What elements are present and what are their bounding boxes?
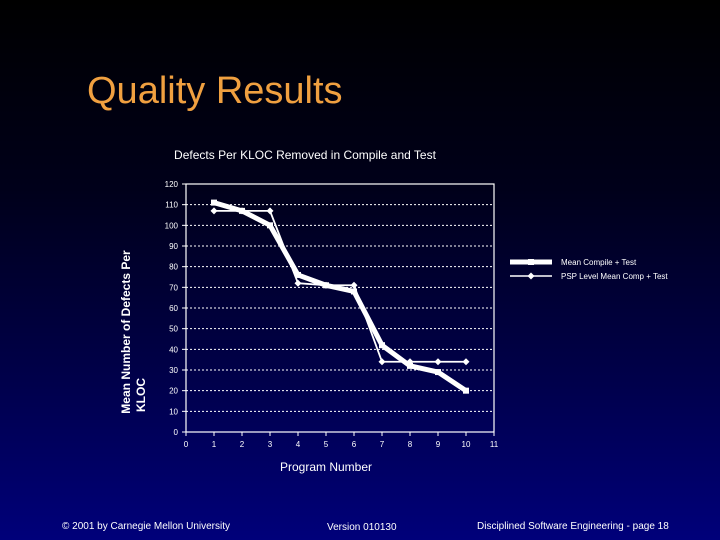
y-tick-label: 60 (169, 304, 178, 313)
x-tick-label: 2 (240, 440, 245, 449)
data-point (238, 207, 246, 215)
y-tick-label: 40 (169, 345, 178, 354)
data-point (322, 281, 330, 289)
data-point (462, 358, 470, 366)
x-tick-label: 6 (352, 440, 357, 449)
series-line (213, 200, 468, 393)
data-point (379, 342, 385, 349)
chart-axes (182, 183, 495, 436)
y-tick-label: 90 (169, 242, 178, 251)
data-point (435, 369, 441, 376)
tick-labels: 0 10 20 30 40 50 60 70 80 90 100 110 120 0 1 2 3 4 5 6 7 8 9 10… (165, 180, 499, 449)
y-tick-label: 120 (165, 180, 179, 189)
y-axis-label-line2: KLOC (134, 378, 148, 412)
x-tick-label: 1 (212, 440, 217, 449)
legend-label: Mean Compile + Test (561, 258, 637, 267)
y-tick-label: 10 (169, 407, 178, 416)
x-tick-label: 9 (436, 440, 441, 449)
legend-label: PSP Level Mean Comp + Test (561, 272, 668, 281)
y-axis-label: Mean Number of Defects Per (119, 250, 133, 414)
data-point (407, 362, 413, 369)
y-tick-label: 70 (169, 283, 178, 292)
x-tick-label: 10 (462, 440, 471, 449)
x-tick-label: 8 (408, 440, 413, 449)
y-tick-label: 30 (169, 366, 178, 375)
chart-legend: Mean Compile + Test PSP Level Mean Comp +… (510, 258, 668, 281)
chart-title: Defects Per KLOC Removed in Compile and … (174, 148, 436, 162)
x-axis-label: Program Number (280, 460, 372, 474)
x-tick-label: 3 (268, 440, 273, 449)
y-tick-label: 20 (169, 387, 178, 396)
chart-grid (186, 183, 494, 433)
legend-marker (528, 259, 534, 265)
y-tick-label: 110 (165, 201, 178, 210)
data-point (350, 281, 358, 289)
x-tick-label: 5 (324, 440, 329, 449)
data-point (266, 207, 274, 215)
slide-title: Quality Results (87, 70, 343, 112)
series-line (214, 209, 466, 363)
footer-version: Version 010130 (327, 522, 397, 533)
data-point (406, 358, 414, 366)
data-point (295, 271, 301, 278)
footer-copyright: © 2001 by Carnegie Mellon University (62, 521, 231, 532)
y-tick-label: 0 (174, 428, 179, 437)
data-point (351, 288, 357, 295)
x-tick-label: 7 (380, 440, 385, 449)
x-tick-label: 0 (184, 440, 189, 449)
y-tick-label: 80 (169, 263, 178, 272)
legend-marker (527, 272, 535, 280)
data-point (210, 207, 218, 215)
data-point (267, 222, 273, 229)
y-tick-label: 100 (165, 221, 179, 230)
chart-series (210, 199, 470, 394)
data-point (463, 387, 469, 394)
data-point (434, 358, 442, 366)
data-point (211, 199, 217, 206)
x-tick-label: 11 (490, 440, 499, 449)
x-tick-label: 4 (296, 440, 301, 449)
y-tick-label: 50 (169, 325, 178, 334)
data-point (378, 358, 386, 366)
data-point (294, 279, 302, 287)
footer-page: Disciplined Software Engineering - page … (477, 521, 669, 532)
